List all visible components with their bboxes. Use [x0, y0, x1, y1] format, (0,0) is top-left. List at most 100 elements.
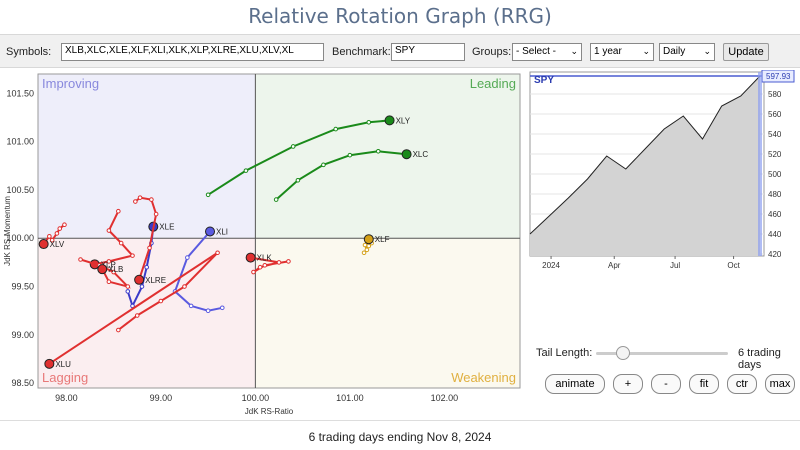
period-select[interactable]: 1 year ⌄ — [590, 43, 654, 61]
series-tail-point — [125, 289, 131, 294]
series-label: XLK — [257, 254, 273, 263]
series-label: XLI — [216, 227, 228, 236]
center-button[interactable]: ctr — [727, 374, 757, 394]
series-label: XLP — [101, 260, 116, 269]
series-tail-point — [153, 211, 159, 217]
series-tail-point — [144, 264, 149, 270]
series-tail-point — [364, 247, 370, 253]
series-tail-line — [94, 210, 135, 266]
rrg-chart[interactable]: Improving Leading Weakening Lagging 98.00 99.… — [0, 70, 530, 420]
series-tail-point — [106, 259, 112, 264]
mini-chart-title: SPY — [534, 75, 554, 86]
series-label: XLV — [50, 240, 65, 249]
series-tail-point — [116, 327, 121, 333]
controls-bar: Symbols: XLB,XLC,XLE,XLF,XLI,XLK,XLP,XLR… — [0, 34, 800, 68]
series-tail-line — [80, 258, 132, 289]
series-head-point — [363, 234, 374, 245]
series-tail-point — [158, 298, 164, 304]
mini-y-tick-label: 540 — [768, 130, 782, 139]
quadrant-label-weakening: Weakening — [451, 370, 516, 385]
x-tick-label: 98.00 — [55, 393, 78, 403]
series-tail-point — [321, 162, 326, 168]
series-tail-point — [276, 260, 282, 265]
series-tail-point — [130, 253, 135, 258]
series-tail-point — [286, 259, 291, 264]
series-tail-point — [78, 257, 83, 262]
y-tick-label: 101.50 — [6, 88, 34, 98]
y-tick-label: 100.00 — [6, 233, 34, 243]
update-button[interactable]: Update — [723, 43, 769, 61]
symbols-label: Symbols: — [6, 46, 52, 58]
benchmark-input[interactable]: SPY — [391, 43, 465, 61]
symbols-input[interactable]: XLB,XLC,XLE,XLF,XLI,XLK,XLP,XLRE,XLU,XLV… — [61, 43, 324, 61]
series-tail-point — [375, 148, 381, 154]
series-tail-point — [188, 303, 194, 309]
series-tail-point — [205, 308, 211, 314]
series-label: XLB — [108, 265, 123, 274]
mini-y-tick-label: 560 — [768, 110, 782, 119]
quadrant-label-leading: Leading — [470, 76, 516, 91]
series-tail-point — [243, 168, 249, 173]
quadrant-weakening — [255, 238, 520, 388]
series-tail-point — [106, 228, 112, 233]
quadrant-improving — [38, 74, 256, 239]
series-tail-point — [347, 152, 353, 158]
series-tail-point — [147, 245, 152, 251]
rrg-chart-area[interactable]: Improving Leading Weakening Lagging 98.00 99.… — [0, 70, 530, 420]
series-xlre: XLRE — [133, 195, 166, 285]
series-tail-line — [275, 150, 407, 201]
series-tail-point — [137, 195, 143, 200]
series-tail-point — [139, 284, 145, 289]
y-tick-label: 100.50 — [6, 185, 34, 195]
series-tail-point — [125, 284, 131, 289]
zoom-out-button[interactable]: - — [651, 374, 681, 394]
series-tail-point — [49, 237, 55, 243]
chevron-down-icon: ⌄ — [642, 46, 650, 56]
series-head-point — [245, 252, 256, 263]
mini-y-tick-label: 520 — [768, 150, 782, 159]
series-head-point — [205, 226, 216, 237]
series-xlu: XLU — [44, 250, 220, 369]
series-tail-point — [295, 177, 301, 183]
groups-select[interactable]: - Select - ⌄ — [512, 43, 582, 61]
series-xlc: XLC — [273, 148, 428, 202]
frequency-select-value: Daily — [663, 46, 686, 57]
series-tail-point — [366, 120, 372, 125]
x-axis-label: JdK RS-Ratio — [245, 407, 294, 416]
series-head-point — [38, 239, 49, 250]
series-head-point — [384, 115, 395, 126]
frequency-select[interactable]: Daily ⌄ — [659, 43, 715, 61]
series-tail-point — [118, 240, 124, 246]
spy-area-fill — [530, 76, 760, 256]
spy-price-line — [529, 75, 761, 235]
series-label: XLY — [396, 116, 411, 125]
series-head-point — [44, 358, 55, 369]
plot-border — [37, 73, 521, 389]
x-tick-label: 101.00 — [336, 393, 364, 403]
y-tick-label: 99.00 — [11, 330, 34, 340]
mini-x-tick-label: 2024 — [542, 261, 560, 270]
series-tail-point — [185, 255, 190, 260]
mini-y-tick-label: 480 — [768, 190, 782, 199]
max-button[interactable]: max — [765, 374, 795, 394]
series-xli: XLI — [172, 226, 228, 314]
series-xlf: XLF — [361, 234, 390, 256]
x-tick-label: 99.00 — [150, 393, 173, 403]
series-xlk: XLK — [245, 252, 291, 275]
tail-length-slider-track[interactable] — [596, 352, 728, 355]
series-head-point — [134, 274, 145, 285]
fit-button[interactable]: fit — [689, 374, 719, 394]
series-xlb: XLB — [78, 257, 132, 289]
animate-button[interactable]: animate — [545, 374, 605, 394]
series-tail-point — [133, 199, 138, 204]
spy-mini-chart-area: 420 440 460 480 500 520 540 560 580 597.93 SPY 2024… — [528, 69, 798, 270]
tail-length-slider-handle[interactable] — [616, 346, 630, 360]
mini-x-tick-label: Apr — [608, 261, 621, 270]
series-tail-point — [215, 250, 220, 256]
series-tail-point — [262, 262, 268, 268]
zoom-in-button[interactable]: + — [613, 374, 643, 394]
series-tail-point — [251, 269, 256, 275]
series-tail-point — [361, 250, 367, 256]
series-tail-point — [47, 234, 52, 239]
series-tail-line — [250, 256, 289, 273]
